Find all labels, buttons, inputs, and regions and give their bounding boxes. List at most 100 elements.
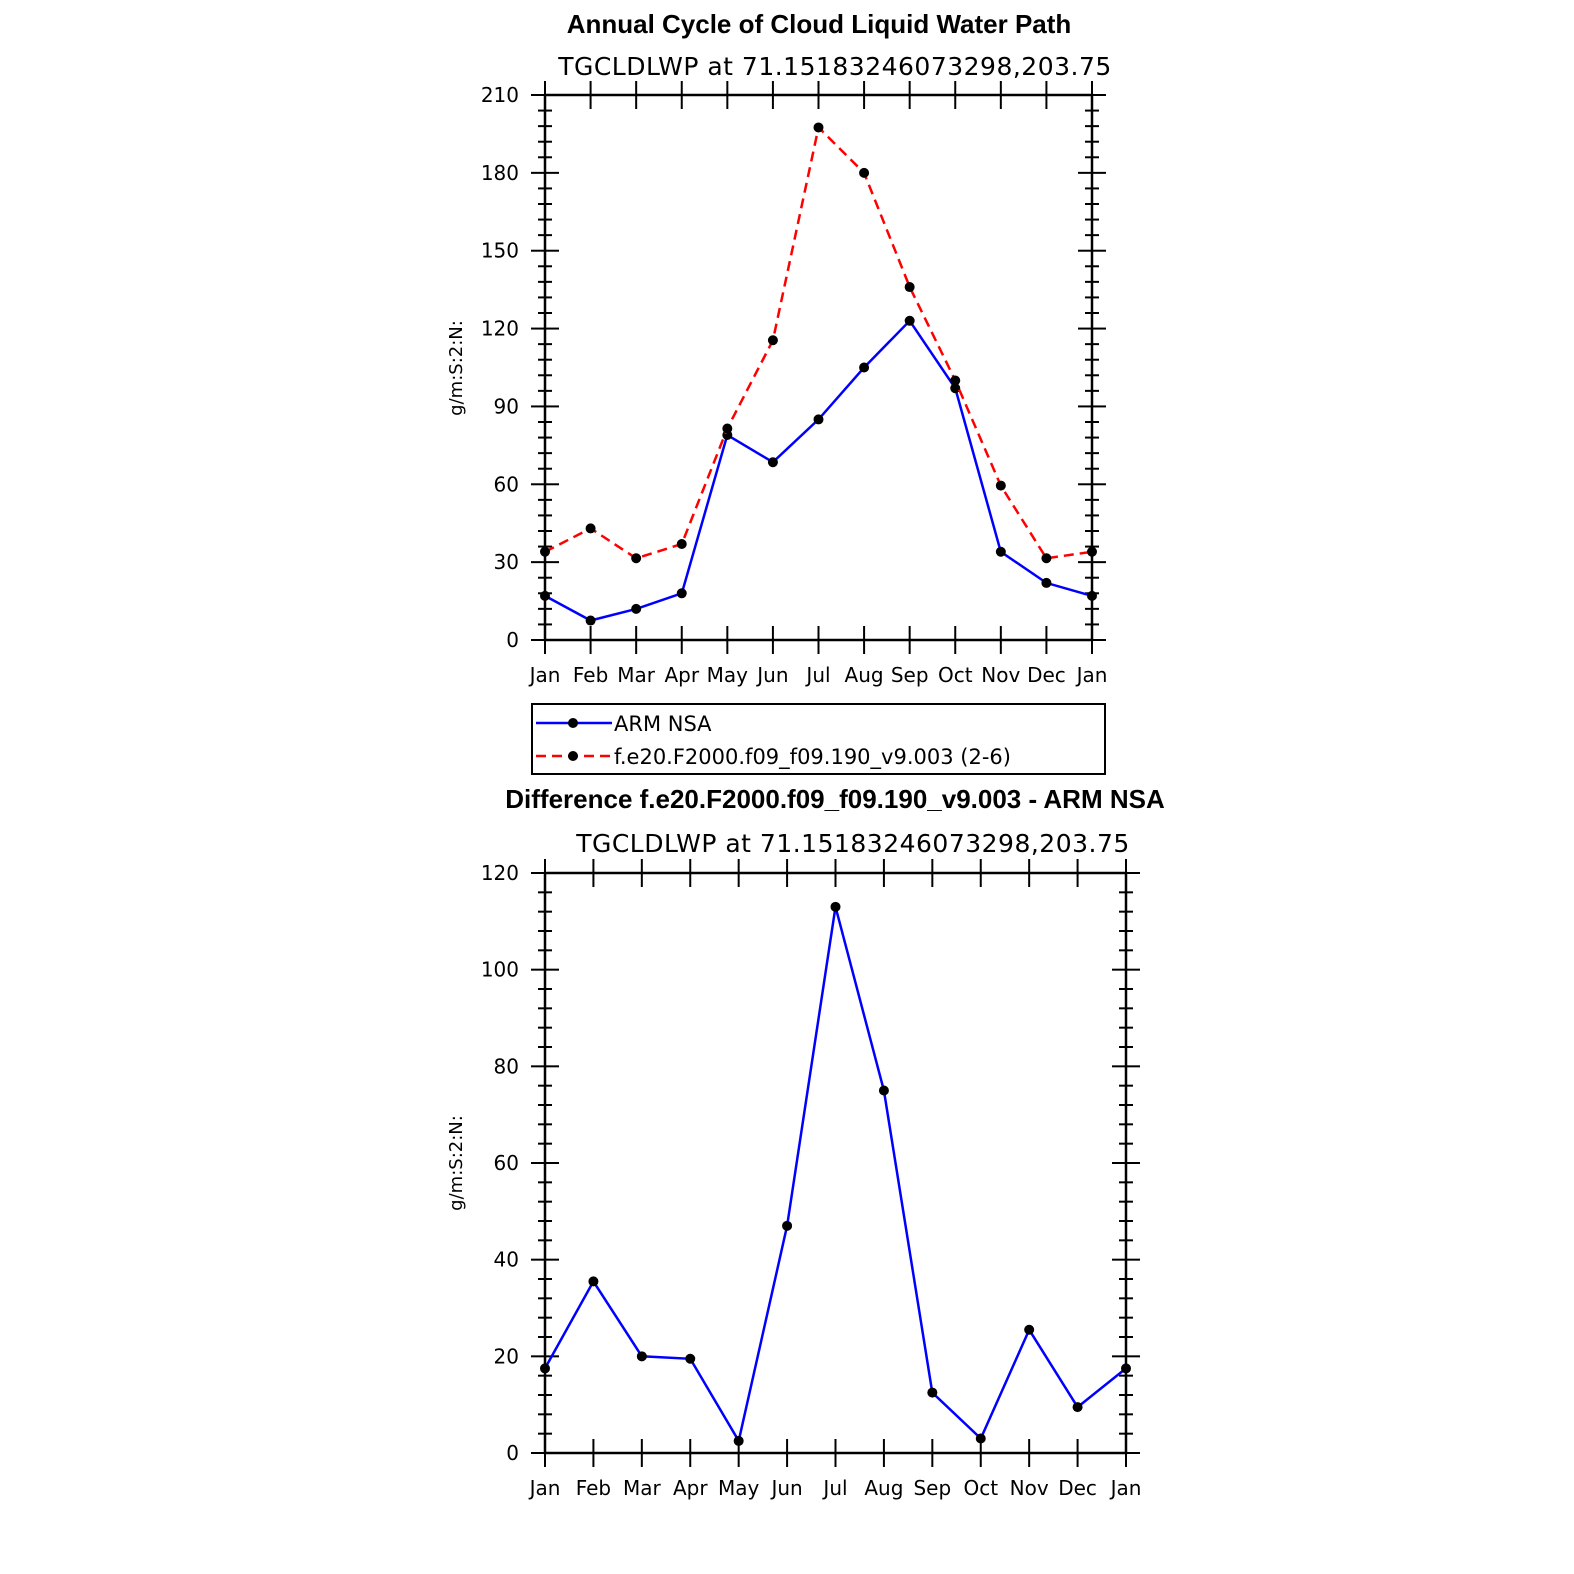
bottom-chart-series <box>540 901 1131 1446</box>
bottom-series-0-point <box>1072 1402 1083 1413</box>
bottom-xtick-label: Dec <box>1058 1476 1097 1500</box>
top-xtick-label: Oct <box>938 663 973 687</box>
top-series-1-point <box>859 167 870 178</box>
top-xtick-label: Aug <box>845 663 884 687</box>
top-series-1-point <box>950 375 961 386</box>
top-chart-legend: ARM NSA f.e20.F2000.f09_f09.190_v9.003 (… <box>531 703 1106 775</box>
top-xtick-label: Sep <box>891 663 929 687</box>
top-series-0-point <box>767 457 778 468</box>
top-chart-title: Annual Cycle of Cloud Liquid Water Path <box>567 9 1072 39</box>
top-ytick-label: 150 <box>481 239 519 263</box>
top-ytick-label: 210 <box>481 83 519 107</box>
top-chart: Annual Cycle of Cloud Liquid Water Path … <box>446 9 1112 687</box>
bottom-series-0-point <box>540 1363 550 1374</box>
top-series-line-1 <box>544 124 1093 560</box>
bottom-series-0-point <box>636 1351 647 1362</box>
top-ytick-label: 30 <box>494 550 519 574</box>
bottom-xtick-label: Jan <box>528 1476 561 1500</box>
bottom-chart-subtitle: TGCLDLWP at 71.15183246073298,203.75 <box>575 829 1130 858</box>
top-ytick-label: 180 <box>481 161 519 185</box>
top-series-0-point <box>1087 590 1097 601</box>
bottom-chart: Difference f.e20.F2000.f09_f09.190_v9.00… <box>446 784 1165 1500</box>
bottom-ytick-label: 100 <box>481 958 519 982</box>
top-series-1-point <box>540 546 550 557</box>
top-series-0-point <box>631 603 642 614</box>
top-series-1-point <box>1087 546 1097 557</box>
bottom-series-0-point <box>927 1387 938 1398</box>
bottom-xtick-label: Aug <box>864 1476 903 1500</box>
bottom-chart-title: Difference f.e20.F2000.f09_f09.190_v9.00… <box>505 784 1165 814</box>
legend-marker-model <box>568 751 578 761</box>
bottom-ytick-label: 20 <box>494 1344 519 1368</box>
top-ytick-label: 0 <box>506 628 519 652</box>
top-series-0-point <box>676 588 687 599</box>
bottom-ytick-label: 60 <box>494 1151 519 1175</box>
top-xtick-label: May <box>707 663 749 687</box>
bottom-series-0-point <box>830 901 841 912</box>
bottom-ytick-label: 40 <box>494 1248 519 1272</box>
bottom-xtick-label: Jun <box>769 1476 802 1500</box>
top-series-1-point <box>813 122 824 133</box>
top-xtick-label: Nov <box>981 663 1020 687</box>
bottom-ytick-label: 80 <box>494 1054 519 1078</box>
top-xtick-label: Mar <box>617 663 656 687</box>
top-series-1-point <box>722 423 733 434</box>
top-xtick-label: Apr <box>664 663 699 687</box>
top-series-0-point <box>904 315 915 326</box>
top-xtick-label: Dec <box>1027 663 1066 687</box>
top-xtick-label: Jan <box>1075 663 1108 687</box>
legend-marker-arm-nsa <box>568 718 578 728</box>
top-series-0-point <box>813 414 824 425</box>
top-series-1-point <box>995 480 1006 491</box>
bottom-xtick-label: Sep <box>913 1476 951 1500</box>
top-chart-ylabel: g/m:S:2:N: <box>446 320 467 416</box>
bottom-series-0-point <box>685 1353 696 1364</box>
bottom-xtick-label: Apr <box>673 1476 708 1500</box>
top-ytick-label: 120 <box>481 317 519 341</box>
bottom-xtick-label: Feb <box>576 1476 611 1500</box>
legend-label-model: f.e20.F2000.f09_f09.190_v9.003 (2-6) <box>614 745 1011 770</box>
top-chart-subtitle: TGCLDLWP at 71.15183246073298,203.75 <box>557 52 1112 81</box>
top-series-1-point <box>904 282 915 293</box>
top-xtick-label: Jun <box>755 663 788 687</box>
bottom-series-0-point <box>878 1085 889 1096</box>
top-series-0-point <box>540 590 550 601</box>
bottom-series-0-point <box>733 1435 744 1446</box>
top-series-0-point <box>950 383 961 394</box>
top-series-0-point <box>585 615 596 626</box>
bottom-ytick-label: 120 <box>481 861 519 885</box>
top-series-0-point <box>1041 577 1052 588</box>
bottom-series-0-point <box>782 1220 793 1231</box>
top-series-1-point <box>1041 553 1052 564</box>
bottom-series-0-point <box>1121 1363 1131 1374</box>
bottom-xtick-label: Nov <box>1010 1476 1049 1500</box>
bottom-series-0-point <box>1024 1324 1035 1335</box>
bottom-series-line-0 <box>543 906 1127 1445</box>
bottom-chart-ylabel: g/m:S:2:N: <box>446 1115 467 1211</box>
top-series-0-point <box>995 546 1006 557</box>
top-xtick-label: Jul <box>804 663 830 687</box>
bottom-series-0-point <box>975 1433 986 1444</box>
bottom-ytick-label: 0 <box>506 1441 519 1465</box>
top-series-1-point <box>585 523 596 534</box>
top-chart-axes: 0 30 60 90 120 150 180 210 Jan Feb Mar Apr May Jun Jul… <box>481 81 1108 687</box>
top-xtick-label: Feb <box>573 663 608 687</box>
top-chart-series <box>540 122 1097 626</box>
bottom-series-0-point <box>588 1276 599 1287</box>
bottom-xtick-label: Jan <box>1109 1476 1142 1500</box>
top-ytick-label: 60 <box>494 472 519 496</box>
top-series-0-point <box>859 362 870 373</box>
top-series-1-point <box>767 335 778 346</box>
bottom-xtick-label: May <box>718 1476 760 1500</box>
bottom-xtick-label: Jul <box>821 1476 847 1500</box>
legend-box <box>531 703 1106 775</box>
bottom-plot-frame <box>543 871 1128 1455</box>
top-series-1-point <box>631 553 642 564</box>
bottom-chart-axes: 0 20 40 60 80 100 120 Jan Feb Mar Apr May Jun Jul Aug S… <box>481 859 1142 1500</box>
bottom-xtick-label: Oct <box>963 1476 998 1500</box>
top-ytick-label: 90 <box>494 394 519 418</box>
top-series-line-0 <box>544 318 1093 622</box>
bottom-xtick-label: Mar <box>623 1476 662 1500</box>
top-xtick-label: Jan <box>528 663 561 687</box>
